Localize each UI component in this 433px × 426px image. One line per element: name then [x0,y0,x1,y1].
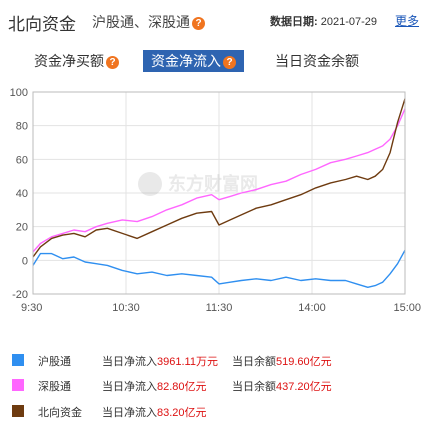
y-tick-label: 40 [16,188,28,200]
more-link[interactable]: 更多 [395,14,420,28]
tab-daily-balance-label: 当日资金余额 [275,53,359,69]
net-label: 当日净流入 [102,407,157,419]
balance-value: 519.60亿元 [276,356,332,368]
x-tick-label: 15:00 [393,302,421,314]
legend-net: 当日净流入82.80亿元 [102,378,207,394]
legend-swatch [12,379,24,391]
legend-row: 深股通 当日净流入82.80亿元 当日余额437.20亿元 [0,375,433,395]
tab-bar: 资金净买额? 资金净流入? 当日资金余额 [0,50,433,74]
x-tick-label: 14:00 [298,302,326,314]
legend-swatch [12,405,24,417]
y-tick-label: 80 [16,121,28,133]
net-value: 82.80亿元 [157,381,207,393]
plot-frame [32,91,406,295]
balance-value: 437.20亿元 [276,381,332,393]
page-title: 北向资金 [8,15,76,34]
legend-name: 沪股通 [38,356,71,368]
legend-name: 深股通 [38,381,71,393]
x-tick-label: 11:30 [206,302,233,314]
balance-label: 当日余额 [232,356,276,368]
header: 北向资金 沪股通、深股通? 数据日期: 2021-07-29 更多 [0,0,433,40]
y-tick-label: 20 [16,222,28,234]
tab-net-buy-label: 资金净买额 [34,53,104,69]
y-tick-label: 0 [22,255,28,267]
date-label: 数据日期: [270,16,318,28]
x-tick-label: 9:30 [21,302,42,314]
watermark-logo-icon [138,172,162,196]
help-icon[interactable]: ? [106,56,119,69]
legend-balance: 当日余额519.60亿元 [232,353,332,369]
subtitle-text: 沪股通、深股通 [92,14,190,30]
y-tick-label: 100 [10,87,28,99]
tab-net-inflow[interactable]: 资金净流入? [143,50,244,72]
x-axis: 9:30 10:30 11:30 14:00 15:00 [21,302,421,314]
y-tick-label: 60 [16,154,28,166]
tab-net-inflow-label: 资金净流入 [151,53,221,69]
legend-row: 沪股通 当日净流入3961.11万元 当日余额519.60亿元 [0,350,433,370]
x-tick-label: 10:30 [112,302,140,314]
net-label: 当日净流入 [102,381,157,393]
y-tick-label: -20 [12,289,28,301]
legend-net: 当日净流入3961.11万元 [102,353,218,369]
net-value: 83.20亿元 [157,407,207,419]
chart: 东方财富网 -20 0 20 40 60 80 100 9:30 10:30 11:30 14:0… [10,87,421,314]
watermark-text: 东方财富网 [168,173,258,194]
legend-row: 北向资金 当日净流入83.20亿元 [0,401,433,421]
legend-net: 当日净流入83.20亿元 [102,404,207,420]
series-lines [32,98,406,288]
series-line-0 [32,249,406,288]
data-date: 数据日期: 2021-07-29 [270,13,377,29]
help-icon[interactable]: ? [192,17,205,30]
y-axis: -20 0 20 40 60 80 100 [10,87,28,301]
series-line-2 [32,98,406,258]
net-label: 当日净流入 [102,356,157,368]
tab-net-buy[interactable]: 资金净买额? [34,50,119,72]
help-icon[interactable]: ? [223,56,236,69]
balance-label: 当日余额 [232,381,276,393]
series-line-1 [32,108,406,253]
legend-name: 北向资金 [38,407,82,419]
legend-balance: 当日余额437.20亿元 [232,378,332,394]
tab-daily-balance[interactable]: 当日资金余额 [275,50,359,72]
legend-swatch [12,354,24,366]
page-subtitle: 沪股通、深股通? [92,12,205,32]
date-value: 2021-07-29 [320,16,378,28]
watermark: 东方财富网 [138,172,258,196]
net-value: 3961.11万元 [157,356,218,368]
